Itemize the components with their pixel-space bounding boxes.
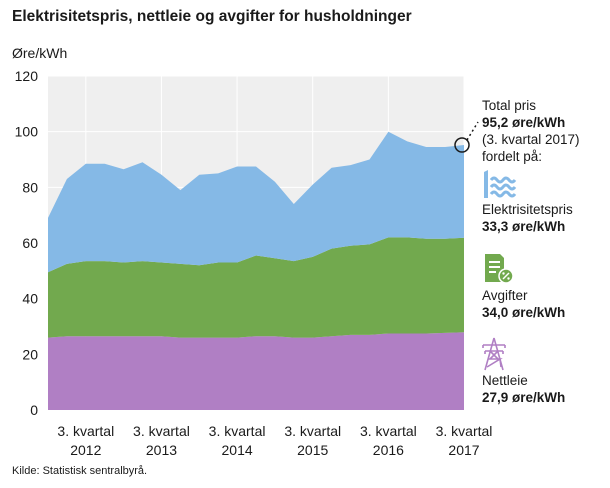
water-waves-icon [484,170,517,198]
x-tick-label-year: 2013 [146,442,177,458]
x-tick-label-year: 2014 [222,442,253,458]
y-tick-label: 80 [22,179,38,195]
nettleie-annotation: Nettleie 27,9 øre/kWh [482,372,565,406]
x-tick-label: 3. kvartal [436,423,493,439]
x-tick-label: 3. kvartal [284,423,341,439]
y-tick-label: 20 [22,346,38,362]
x-tick-label-year: 2015 [297,442,328,458]
area-avgifter [48,237,464,338]
chart-title: Elektrisitetspris, nettleie og avgifter … [12,8,412,25]
avgifter-value: 34,0 øre/kWh [482,305,566,320]
y-tick-label: 100 [15,124,39,140]
x-tick-label-year: 2016 [373,442,404,458]
nettleie-value: 27,9 øre/kWh [482,390,566,405]
total-annotation: Total pris 95,2 øre/kWh (3. kvartal 2017… [482,97,580,165]
total-suffix: fordelt på: [482,149,543,164]
total-value: 95,2 øre/kWh [482,115,566,130]
elektrisitet-annotation: Elektrisitetspris 33,3 øre/kWh [482,201,573,235]
avgifter-annotation: Avgifter 34,0 øre/kWh [482,287,565,321]
total-marker [454,137,470,153]
elektrisitet-label: Elektrisitetspris [482,202,573,217]
tax-document-icon [485,254,514,284]
x-tick-label: 3. kvartal [133,423,190,439]
x-tick-label-year: 2012 [70,442,101,458]
total-label: Total pris [482,98,537,113]
area-elektrisitetspris [48,131,464,273]
x-tick-label: 3. kvartal [209,423,266,439]
y-tick-label: 60 [22,235,38,251]
x-tick-label-year: 2017 [448,442,479,458]
power-pylon-icon [482,337,506,371]
total-leader-line [466,121,479,141]
y-axis-unit-label: Øre/kWh [12,45,68,61]
source-note: Kilde: Statistisk sentralbyrå. [12,465,148,477]
x-tick-label: 3. kvartal [57,423,114,439]
elektrisitet-value: 33,3 øre/kWh [482,219,566,234]
y-tick-label: 40 [22,291,38,307]
nettleie-label: Nettleie [482,373,528,388]
y-tick-label: 0 [30,402,38,418]
avgifter-label: Avgifter [482,288,528,303]
x-tick-label: 3. kvartal [360,423,417,439]
total-period: (3. kvartal 2017) [482,132,580,147]
y-tick-label: 120 [15,68,39,84]
area-nettleie [48,332,464,410]
